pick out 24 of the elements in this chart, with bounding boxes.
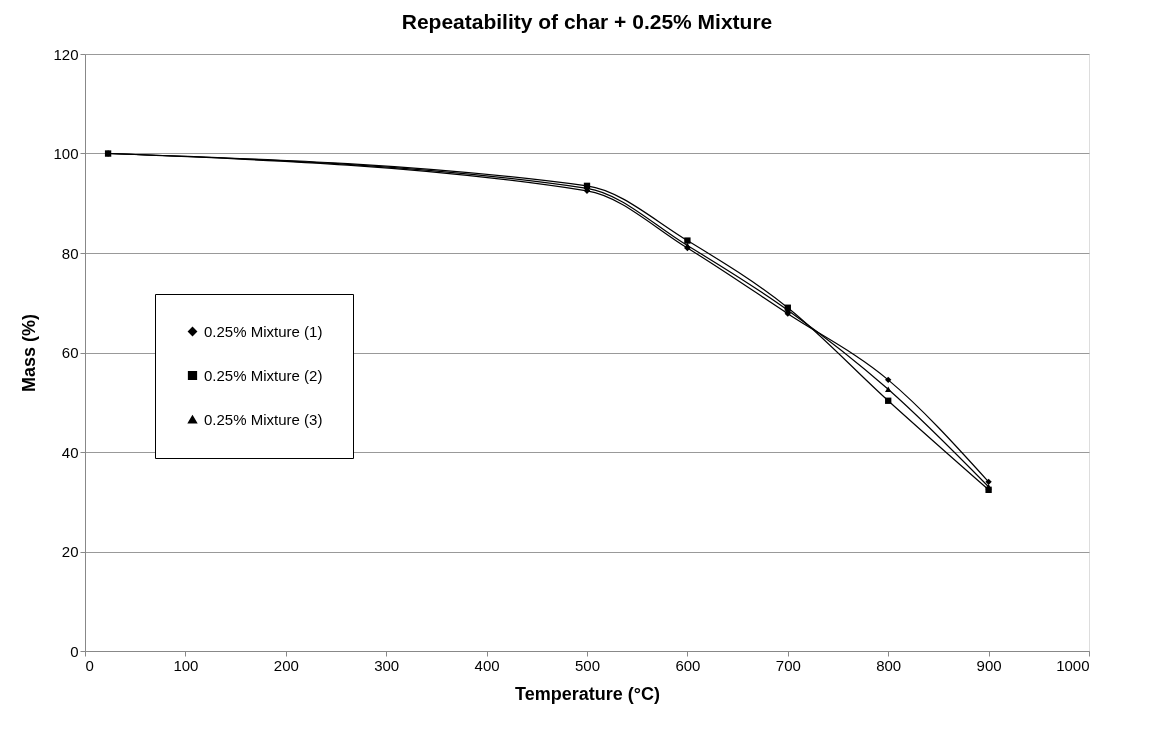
x-tick-label: 1000 <box>1056 656 1090 674</box>
x-tick-label: 0 <box>85 656 94 674</box>
x-tick-label: 400 <box>474 656 500 674</box>
legend-label: 0.25% Mixture (3) <box>204 410 323 428</box>
y-tick-label: 120 <box>53 45 79 63</box>
legend-label: 0.25% Mixture (1) <box>204 322 323 340</box>
x-tick-label: 600 <box>675 656 701 674</box>
y-tick-label: 40 <box>61 443 79 461</box>
x-tick-label: 700 <box>775 656 801 674</box>
legend-label: 0.25% Mixture (2) <box>204 366 323 384</box>
x-tick-label: 200 <box>273 656 299 674</box>
y-tick-label: 80 <box>61 244 79 262</box>
x-axis-title: Temperature (°C) <box>515 683 660 704</box>
x-tick-label: 100 <box>173 656 199 674</box>
chart-title: Repeatability of char + 0.25% Mixture <box>401 10 773 33</box>
x-tick-label: 800 <box>876 656 902 674</box>
y-tick-label: 100 <box>53 145 79 162</box>
y-tick-label: 0 <box>70 642 79 660</box>
x-tick-label: 900 <box>976 656 1002 674</box>
x-tick-label: 500 <box>574 656 601 674</box>
y-tick-label: 60 <box>61 344 79 361</box>
y-tick-label: 20 <box>61 543 79 560</box>
y-axis-title: Mass (%) <box>19 313 40 393</box>
x-tick-label: 300 <box>374 656 400 674</box>
